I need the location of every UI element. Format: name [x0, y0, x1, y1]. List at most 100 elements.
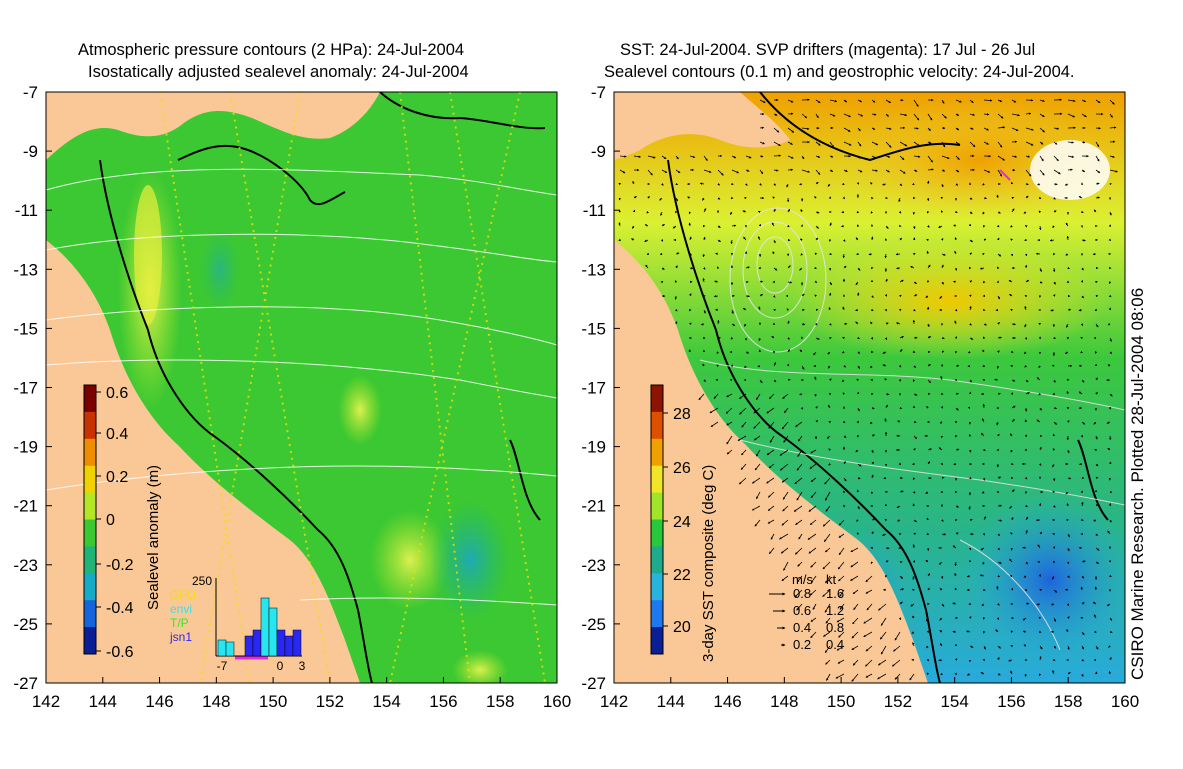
velocity-vector: [782, 393, 789, 399]
velocity-vector: [871, 113, 877, 116]
velocity-vector: [796, 491, 803, 501]
velocity-vector: [758, 306, 761, 311]
velocity-vector: [939, 588, 943, 591]
velocity-vector: [996, 617, 1000, 621]
velocity-vector: [983, 308, 986, 312]
velocity-vector: [856, 210, 860, 214]
velocity-vector: [885, 141, 892, 148]
velocity-vector: [822, 561, 831, 570]
velocity-vector: [857, 477, 861, 480]
velocity-vector: [885, 127, 892, 130]
velocity-vector: [842, 253, 845, 259]
velocity-vector: [841, 350, 845, 354]
velocity-vector: [675, 252, 680, 255]
y-tick-label: -25: [13, 615, 38, 634]
velocity-legend: m/s kt 0.8 1.6 0.6 1.2 0.4 0.8 0.2 0.4: [769, 572, 844, 652]
velocity-vector: [779, 449, 789, 456]
velocity-vector: [799, 182, 803, 186]
velocity-vector: [1109, 337, 1112, 342]
velocity-vector: [855, 281, 859, 286]
velocity-vector: [842, 196, 846, 200]
velocity-vector: [1022, 617, 1027, 621]
velocity-vector: [773, 267, 778, 271]
velocity-vector: [801, 323, 806, 326]
velocity-vector: [1081, 631, 1085, 636]
velocity-vector: [801, 365, 805, 370]
y-tick-label: -9: [591, 142, 606, 161]
velocity-vector: [899, 349, 903, 353]
velocity-vector: [1039, 141, 1044, 145]
velocity-vector: [1078, 196, 1083, 199]
velocity-vector: [863, 617, 873, 624]
velocity-vector: [1095, 645, 1099, 650]
velocity-vector: [659, 197, 663, 201]
velocity-vector: [1081, 575, 1085, 579]
velocity-vector: [884, 418, 887, 423]
velocity-vector: [939, 421, 943, 424]
velocity-vector: [810, 617, 817, 622]
velocity-legend-ms: 0.4: [793, 620, 811, 635]
velocity-vector: [801, 169, 810, 173]
velocity-vector: [899, 169, 906, 174]
velocity-vector: [912, 503, 915, 507]
velocity-vector: [871, 99, 876, 103]
velocity-vector: [955, 532, 959, 535]
velocity-vector: [894, 631, 901, 641]
velocity-vector: [926, 239, 929, 242]
velocity-vector: [781, 421, 789, 430]
velocity-vector: [1066, 406, 1070, 410]
velocity-vector: [766, 407, 775, 414]
velocity-vector: [1036, 419, 1041, 423]
velocity-vector: [898, 364, 902, 368]
velocity-vector: [702, 277, 705, 283]
velocity-vector: [879, 631, 887, 640]
velocity-vector: [897, 420, 901, 423]
velocity-vector: [927, 225, 930, 228]
velocity-vector: [839, 589, 845, 597]
velocity-vector: [837, 561, 845, 570]
velocity-vector: [841, 379, 845, 383]
velocity-vector: [618, 222, 621, 227]
velocity-vector: [955, 141, 961, 146]
colorbar-swatch: [84, 546, 96, 574]
colorbar-swatch: [84, 573, 96, 601]
velocity-vector: [855, 321, 859, 325]
velocity-legend-ms: 0.8: [793, 586, 811, 601]
velocity-legend-kt: 0.4: [826, 637, 844, 652]
velocity-vector: [913, 99, 919, 107]
velocity-vector: [981, 603, 985, 607]
velocity-vector: [809, 589, 817, 596]
anomaly-low-north: [200, 230, 240, 310]
velocity-vector: [1109, 393, 1113, 397]
velocity-vector: [786, 308, 790, 311]
velocity-vector: [689, 266, 694, 270]
velocity-vector: [926, 210, 930, 214]
velocity-vector: [1052, 658, 1056, 661]
velocity-vector: [913, 532, 917, 536]
velocity-vector: [799, 349, 803, 353]
velocity-vector: [1024, 419, 1028, 423]
velocity-vector: [1024, 253, 1028, 257]
velocity-vector: [822, 519, 831, 527]
velocity-vector: [997, 476, 1002, 479]
velocity-vector: [871, 196, 874, 200]
velocity-vector: [633, 195, 637, 199]
velocity-vector: [759, 99, 766, 103]
velocity-vector: [912, 379, 916, 382]
velocity-vector: [726, 435, 733, 445]
velocity-vector: [731, 309, 734, 314]
velocity-vector: [884, 293, 888, 297]
velocity-vector: [632, 209, 636, 213]
velocity-vector: [741, 449, 747, 456]
velocity-vector: [1039, 155, 1044, 162]
velocity-vector: [799, 238, 803, 242]
velocity-vector: [954, 561, 957, 567]
velocity-vector: [912, 350, 916, 353]
velocity-vector: [1106, 421, 1111, 424]
velocity-vector: [1025, 392, 1030, 395]
velocity-vector: [955, 392, 959, 396]
velocity-vector: [618, 197, 622, 201]
velocity-vector: [1095, 196, 1100, 199]
velocity-vector: [1051, 575, 1055, 580]
velocity-vector: [913, 141, 921, 147]
